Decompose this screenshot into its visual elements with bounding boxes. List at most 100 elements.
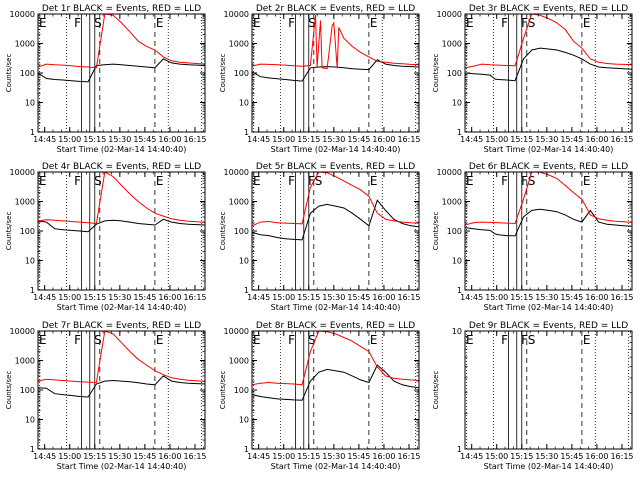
series-group xyxy=(252,172,419,241)
x-tick-label: 15:45 xyxy=(560,135,583,144)
x-axis-label: Start Time (02-Mar-14 14:40:40) xyxy=(57,462,187,471)
y-tick-label: 1000 xyxy=(15,40,35,49)
x-tick-label: 14:45 xyxy=(33,293,56,302)
plot-frame xyxy=(464,330,633,450)
event-marker-label: E xyxy=(253,333,261,347)
series-events xyxy=(465,47,632,82)
x-tick-label: 15:30 xyxy=(108,135,131,144)
y-tick-label: 10000 xyxy=(437,168,462,177)
series-group xyxy=(252,15,419,82)
event-marker-label: E xyxy=(583,174,591,188)
x-tick-label: 15:30 xyxy=(322,452,345,461)
x-tick-label: 16:00 xyxy=(158,452,181,461)
y-tick-label: 10 xyxy=(452,257,462,266)
x-tick-label: 15:45 xyxy=(133,293,156,302)
x-tick-label: 15:45 xyxy=(347,293,370,302)
y-tick-label: 1 xyxy=(30,286,35,295)
event-marker-label: E xyxy=(466,16,474,30)
series-lld xyxy=(252,15,419,70)
x-tick-label: 15:15 xyxy=(83,293,106,302)
y-tick-label: 10 xyxy=(25,416,35,425)
y-axis-label: Counts/sec xyxy=(5,54,13,93)
event-marker-label: E xyxy=(370,174,378,188)
event-marker-label: F xyxy=(288,174,295,188)
y-tick-label: 10000 xyxy=(224,327,249,336)
y-tick-label: 100 xyxy=(234,386,249,395)
x-tick-label: 15:00 xyxy=(485,135,508,144)
x-tick-label: 15:45 xyxy=(133,135,156,144)
series-events xyxy=(252,199,419,241)
x-axis-label: Start Time (02-Mar-14 14:40:40) xyxy=(271,145,401,154)
y-tick-label: 1000 xyxy=(442,40,462,49)
series-lld xyxy=(465,14,632,69)
event-marker-label: E xyxy=(583,333,591,347)
x-tick-label: 16:15 xyxy=(397,452,420,461)
event-marker-label: S xyxy=(94,174,102,188)
series-lld xyxy=(252,172,419,227)
series-events xyxy=(38,218,205,233)
event-marker-label: E xyxy=(39,333,47,347)
y-tick-label: 10 xyxy=(239,99,249,108)
y-tick-label: 100 xyxy=(20,227,35,236)
series-group xyxy=(252,331,419,401)
x-tick-label: 16:15 xyxy=(397,293,420,302)
panel-title: Det 2r BLACK = Events, RED = LLD xyxy=(256,4,415,14)
panel-title: Det 3r BLACK = Events, RED = LLD xyxy=(469,4,628,14)
x-tick-label: 14:45 xyxy=(460,452,483,461)
panel-title: Det 8r BLACK = Events, RED = LLD xyxy=(256,321,415,331)
event-marker-label: F xyxy=(501,333,508,347)
x-tick-label: 16:15 xyxy=(610,293,633,302)
x-tick-label: 15:30 xyxy=(322,135,345,144)
y-tick-label: 10 xyxy=(452,327,462,336)
event-marker-label: F xyxy=(501,16,508,30)
plot-frame xyxy=(37,13,206,133)
event-marker-label: F xyxy=(74,16,81,30)
y-tick-label: 10000 xyxy=(224,168,249,177)
event-marker-label: FS xyxy=(521,333,535,347)
event-marker-label: S xyxy=(94,333,102,347)
panel-title: Det 6r BLACK = Events, RED = LLD xyxy=(469,162,628,172)
x-tick-label: 15:15 xyxy=(83,452,106,461)
panel-title: Det 1r BLACK = Events, RED = LLD xyxy=(42,4,201,14)
x-tick-label: 14:45 xyxy=(33,452,56,461)
y-tick-label: 1000 xyxy=(229,40,249,49)
x-tick-label: 16:00 xyxy=(585,293,608,302)
plot-frame xyxy=(251,13,420,133)
event-marker-label: E xyxy=(39,174,47,188)
x-tick-label: 15:30 xyxy=(535,135,558,144)
x-axis-label: Start Time (02-Mar-14 14:40:40) xyxy=(484,145,614,154)
x-tick-label: 14:45 xyxy=(460,135,483,144)
event-marker-label: S xyxy=(308,16,316,30)
event-marker-label: E xyxy=(253,174,261,188)
x-tick-label: 15:45 xyxy=(347,452,370,461)
series-events xyxy=(252,59,419,82)
x-tick-label: 16:00 xyxy=(585,135,608,144)
y-tick-label: 1 xyxy=(244,286,249,295)
y-tick-label: 100 xyxy=(234,227,249,236)
panel-title: Det 5r BLACK = Events, RED = LLD xyxy=(256,162,415,172)
x-tick-label: 15:15 xyxy=(297,452,320,461)
y-tick-label: 10 xyxy=(452,99,462,108)
x-tick-label: 15:15 xyxy=(510,135,533,144)
x-tick-label: 15:45 xyxy=(347,135,370,144)
series-events xyxy=(465,208,632,237)
x-tick-label: 16:15 xyxy=(183,293,206,302)
event-marker-label: FS xyxy=(521,174,535,188)
x-tick-label: 15:45 xyxy=(560,452,583,461)
panel-det-9: E F FS E 1 10 14:45 15:00 15:15 15:30 15:45 16:00 16… xyxy=(432,321,634,471)
x-tick-label: 14:45 xyxy=(247,452,270,461)
x-tick-label: 16:15 xyxy=(610,452,633,461)
event-marker-label: E xyxy=(156,174,164,188)
x-tick-label: 15:45 xyxy=(560,293,583,302)
y-tick-label: 1 xyxy=(457,128,462,137)
y-tick-label: 1000 xyxy=(229,357,249,366)
x-tick-label: 15:30 xyxy=(535,452,558,461)
x-tick-label: 15:15 xyxy=(83,135,106,144)
x-tick-label: 16:15 xyxy=(183,452,206,461)
